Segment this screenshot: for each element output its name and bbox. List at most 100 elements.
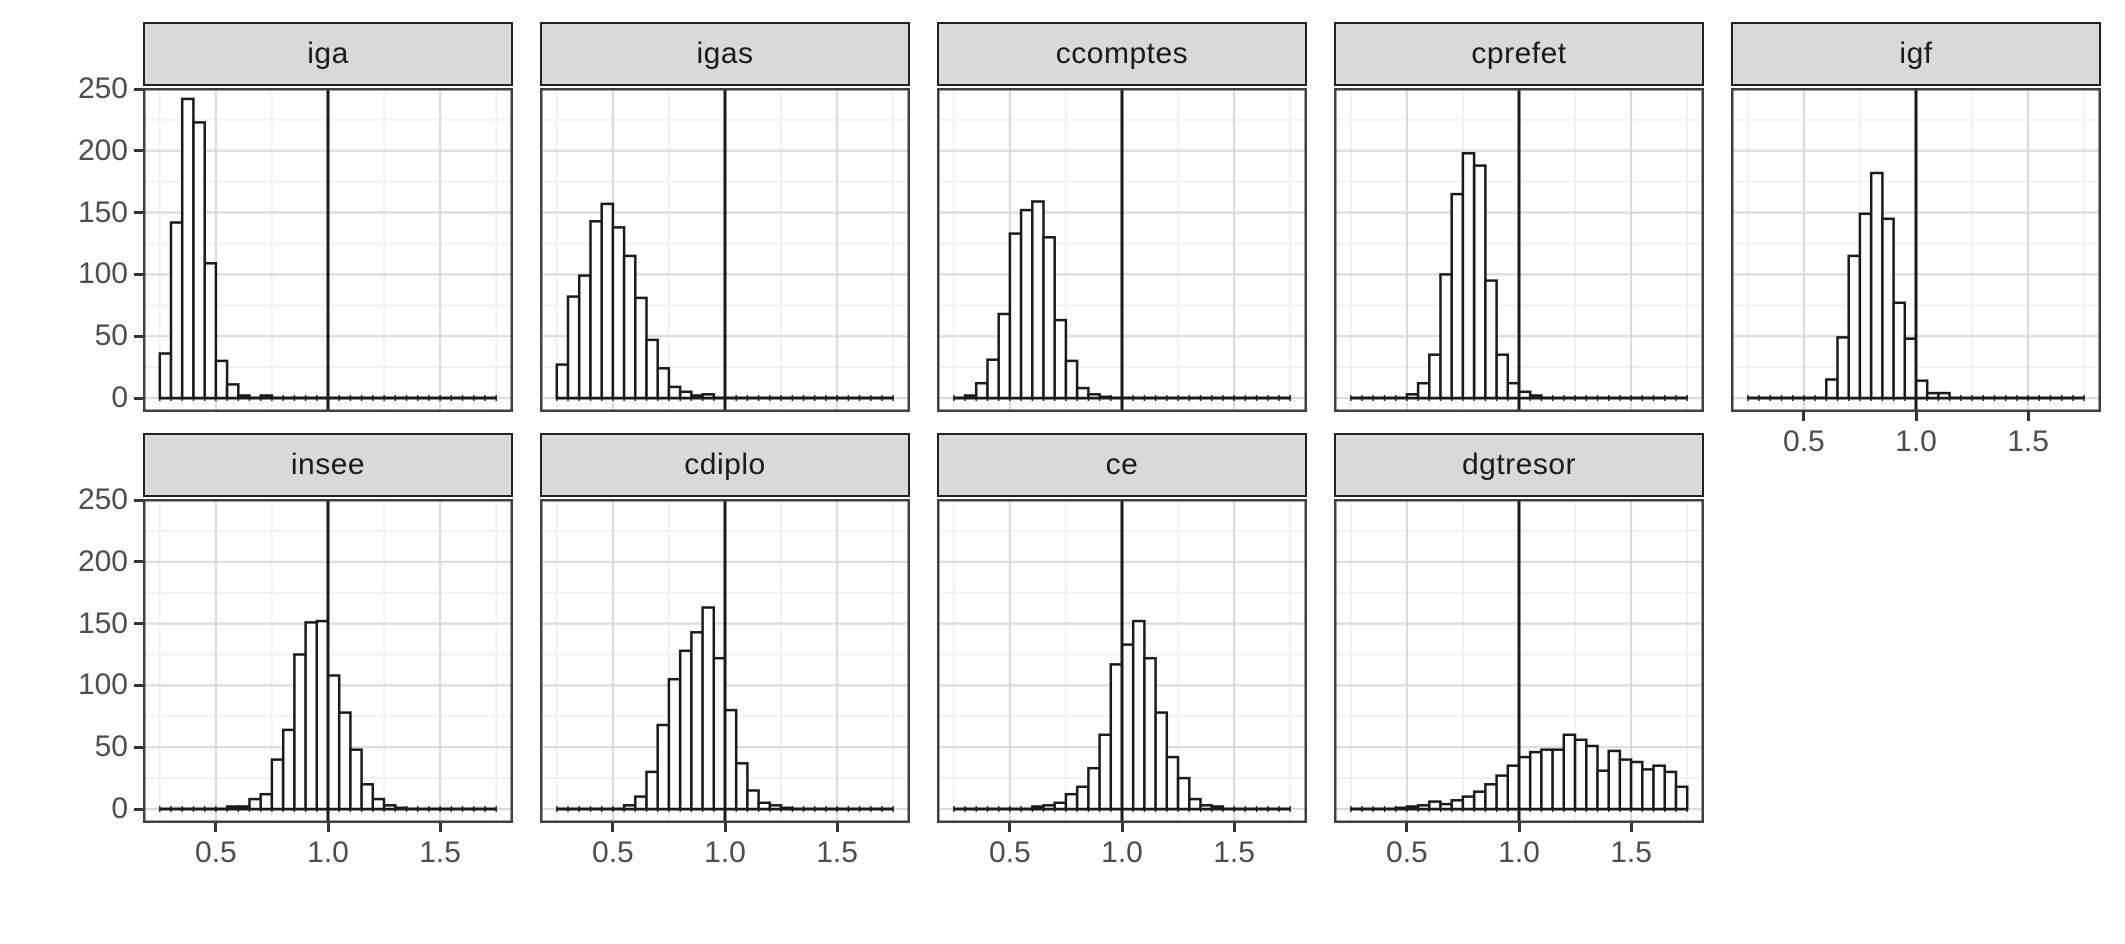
histogram-bar bbox=[315, 619, 330, 811]
histogram-bar bbox=[1663, 770, 1678, 811]
histogram-bar bbox=[974, 381, 989, 400]
histogram-bar bbox=[1528, 394, 1543, 400]
histogram-bar bbox=[1053, 318, 1068, 400]
histogram-bar bbox=[1506, 381, 1521, 400]
panel-border bbox=[1731, 88, 2101, 412]
histogram-bar bbox=[1405, 393, 1420, 400]
facet-label: insee bbox=[290, 448, 366, 481]
histogram-bar bbox=[678, 649, 693, 811]
histogram-bars bbox=[1031, 619, 1225, 811]
histogram-bar bbox=[678, 390, 693, 400]
histogram-bars bbox=[963, 200, 1113, 400]
histogram-bar bbox=[667, 677, 682, 811]
x-axis-tick-label: 1.5 bbox=[2007, 425, 2049, 458]
facet-strip: cprefet bbox=[1334, 22, 1704, 86]
x-axis-tick-mark bbox=[1517, 823, 1521, 832]
histogram-bar bbox=[712, 656, 727, 811]
facet-strip: ccomptes bbox=[937, 22, 1307, 86]
histogram-bar bbox=[1031, 805, 1045, 811]
histogram-bar bbox=[248, 797, 262, 811]
facet-strip: insee bbox=[143, 433, 513, 497]
histogram-bar bbox=[1042, 804, 1056, 811]
x-axis-tick-label: 1.0 bbox=[1101, 836, 1143, 869]
histogram-bar bbox=[1858, 212, 1873, 400]
x-axis-tick-label: 1.5 bbox=[1213, 836, 1255, 869]
y-axis-tick-mark bbox=[134, 149, 143, 153]
histogram-bar bbox=[1674, 785, 1689, 811]
histogram-bar bbox=[304, 621, 319, 811]
histogram-plot-igf bbox=[1731, 88, 2101, 412]
histogram-bar bbox=[1484, 279, 1498, 400]
histogram-plot-ce bbox=[937, 499, 1307, 823]
histogram-bar bbox=[1019, 208, 1034, 400]
x-axis-tick-label: 1.0 bbox=[1498, 836, 1540, 869]
histogram-bar bbox=[259, 394, 274, 400]
x-axis-tick-label: 0.5 bbox=[989, 836, 1031, 869]
x-axis-tick-label: 0.5 bbox=[195, 836, 237, 869]
histogram-bar bbox=[1495, 774, 1510, 811]
histogram-bar bbox=[690, 394, 704, 400]
histogram-plot-ccomptes bbox=[937, 88, 1307, 412]
histogram-bar bbox=[1607, 749, 1622, 811]
histogram-bar bbox=[1847, 254, 1862, 400]
y-axis-tick-mark bbox=[134, 334, 143, 338]
histogram-bar bbox=[589, 220, 603, 400]
histogram-bar bbox=[192, 121, 206, 400]
histogram-bar bbox=[1064, 792, 1079, 811]
histogram-bar bbox=[963, 394, 978, 400]
histogram-bar bbox=[1551, 748, 1566, 811]
histogram-bar bbox=[1031, 200, 1045, 400]
histogram-bar bbox=[237, 805, 251, 811]
histogram-bar bbox=[203, 262, 218, 400]
histogram-bar bbox=[158, 352, 173, 400]
y-axis-tick-mark bbox=[134, 745, 143, 749]
histogram-bar bbox=[779, 806, 794, 811]
x-axis-tick-mark bbox=[214, 823, 218, 832]
x-axis-tick-mark bbox=[1914, 412, 1918, 421]
panel-border bbox=[1334, 499, 1704, 823]
histogram-bar bbox=[281, 728, 296, 811]
y-axis-tick-label: 50 bbox=[94, 319, 128, 353]
histogram-bar bbox=[180, 97, 195, 400]
y-axis-tick-label: 100 bbox=[77, 257, 128, 291]
x-axis-tick-mark bbox=[326, 823, 330, 832]
x-axis-tick-label: 1.0 bbox=[704, 836, 746, 869]
x-axis-tick-mark bbox=[1405, 823, 1409, 832]
histogram-bar bbox=[1143, 656, 1157, 811]
histogram-bar bbox=[394, 806, 408, 811]
histogram-bar bbox=[259, 792, 274, 811]
histogram-bar bbox=[1450, 192, 1465, 400]
histogram-bar bbox=[1596, 769, 1610, 811]
histogram-plot-igas bbox=[540, 88, 910, 412]
x-axis-tick-label: 0.5 bbox=[592, 836, 634, 869]
histogram-bar bbox=[656, 723, 671, 811]
histogram-plot-cprefet bbox=[1334, 88, 1704, 412]
histogram-bar bbox=[768, 804, 783, 811]
histogram-bar bbox=[645, 338, 659, 400]
histogram-bar bbox=[690, 631, 704, 811]
histogram-bar bbox=[225, 805, 240, 811]
histogram-bar bbox=[656, 367, 671, 400]
histogram-bar bbox=[1087, 393, 1101, 400]
histogram-bar bbox=[1495, 353, 1510, 400]
histogram-bar bbox=[622, 804, 637, 811]
x-axis-tick-mark bbox=[438, 823, 442, 832]
histogram-bar bbox=[1109, 663, 1124, 811]
facet-label: cdiplo bbox=[684, 448, 766, 481]
x-axis-tick-mark bbox=[611, 823, 615, 832]
panel-border bbox=[143, 88, 513, 412]
histogram-bar bbox=[1869, 171, 1884, 400]
facet-strip: ce bbox=[937, 433, 1307, 497]
histogram-bar bbox=[1075, 386, 1090, 400]
y-axis-tick-label: 250 bbox=[77, 72, 128, 105]
histogram-bar bbox=[1517, 755, 1532, 811]
histogram-plot-cdiplo bbox=[540, 499, 910, 823]
x-axis-tick-mark bbox=[723, 823, 727, 832]
histogram-bar bbox=[1428, 353, 1442, 400]
y-axis-tick-label: 200 bbox=[77, 133, 128, 167]
histogram-bars bbox=[158, 97, 274, 400]
histogram-bar bbox=[1428, 800, 1442, 811]
panel-border bbox=[540, 88, 910, 412]
histogram-bar bbox=[1008, 232, 1023, 400]
x-axis-tick-mark bbox=[1232, 823, 1236, 832]
